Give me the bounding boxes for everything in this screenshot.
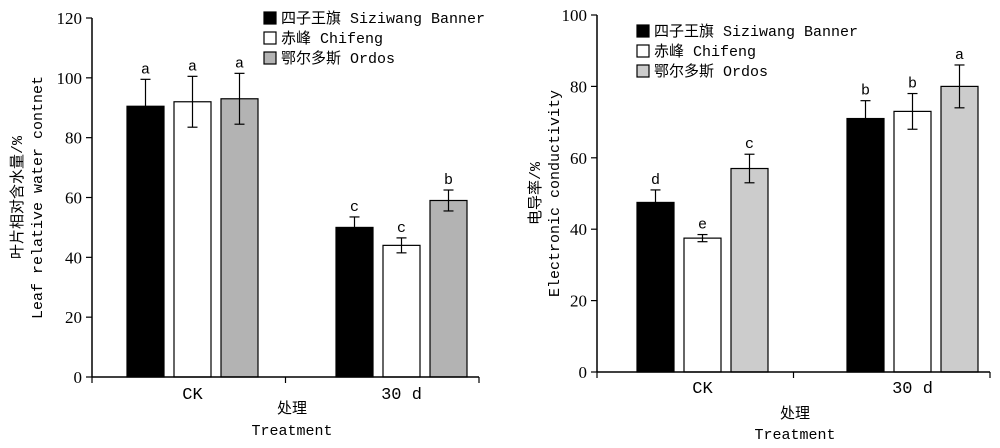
bar <box>846 117 885 373</box>
y-tick-label: 40 <box>65 248 82 267</box>
significance-label: a <box>955 47 964 64</box>
significance-label: a <box>235 55 244 72</box>
significance-label: c <box>397 220 406 237</box>
legend-swatch <box>263 11 277 25</box>
legend-label: 赤峰 Chifeng <box>281 30 383 48</box>
y-axis-title: 电导率/% <box>527 161 545 225</box>
legend: 四子王旗 Siziwang Banner 赤峰 Chifeng 鄂尔多斯 Ordos <box>263 10 485 68</box>
bar <box>893 110 932 373</box>
legend-swatch <box>636 44 650 58</box>
legend-label: 鄂尔多斯 Ordos <box>281 50 395 68</box>
significance-label: c <box>350 199 359 216</box>
y-tick-label: 20 <box>65 308 82 327</box>
x-axis-title: Treatment <box>754 427 835 444</box>
x-axis-title: Treatment <box>251 423 332 440</box>
y-tick-label: 60 <box>570 149 587 168</box>
bar <box>683 237 722 373</box>
y-axis-title: 叶片相对含水量/% <box>9 135 27 259</box>
legend: 四子王旗 Siziwang Banner 赤峰 Chifeng 鄂尔多斯 Ordos <box>636 23 858 81</box>
y-tick-label: 60 <box>65 189 82 208</box>
legend-label: 四子王旗 Siziwang Banner <box>654 23 858 41</box>
y-tick-label: 100 <box>57 69 83 88</box>
legend-swatch <box>636 24 650 38</box>
bar <box>636 201 675 373</box>
bar <box>429 199 468 378</box>
legend-swatch <box>263 31 277 45</box>
x-axis-title: 处理 <box>780 405 810 423</box>
x-tick-label: CK <box>692 380 713 399</box>
significance-label: a <box>141 61 150 78</box>
x-tick-label: 30 d <box>892 380 933 399</box>
bar <box>940 85 979 373</box>
y-tick-label: 80 <box>570 77 587 96</box>
chart-panel-2: 0 20 40 60 80 100 d b e b c a CK 30 d 处理 Treatment 电导率/%… <box>527 6 991 444</box>
x-tick-label: 30 d <box>381 386 422 405</box>
significance-label: a <box>188 58 197 75</box>
legend-swatch <box>636 64 650 78</box>
y-tick-label: 0 <box>579 363 588 382</box>
y-axis-title: Leaf relative water contnet <box>30 76 47 319</box>
x-axis-title: 处理 <box>277 400 307 418</box>
significance-label: e <box>698 217 707 234</box>
significance-label: b <box>861 83 870 100</box>
y-tick-label: 100 <box>562 6 588 25</box>
x-tick-label: CK <box>182 386 203 405</box>
significance-label: d <box>651 172 660 189</box>
bar <box>382 244 421 378</box>
bar <box>220 98 259 378</box>
bar <box>173 101 212 378</box>
legend-label: 四子王旗 Siziwang Banner <box>281 10 485 28</box>
y-tick-label: 120 <box>57 9 83 28</box>
bar <box>126 105 165 378</box>
y-tick-label: 80 <box>65 129 82 148</box>
y-tick-label: 20 <box>570 292 587 311</box>
significance-label: c <box>745 136 754 153</box>
legend-swatch <box>263 51 277 65</box>
legend-label: 鄂尔多斯 Ordos <box>654 63 768 81</box>
y-tick-label: 0 <box>74 368 83 387</box>
significance-label: b <box>908 76 917 93</box>
significance-label: b <box>444 172 453 189</box>
bar <box>335 226 374 378</box>
legend-label: 赤峰 Chifeng <box>654 43 756 61</box>
chart-panel-1: 0 20 40 60 80 100 120 a c a c a b CK 30 d 处理 Treatment 叶片… <box>9 9 485 440</box>
y-axis-title: Electronic conductivity <box>547 90 564 297</box>
y-tick-label: 40 <box>570 220 587 239</box>
bar <box>730 167 769 373</box>
